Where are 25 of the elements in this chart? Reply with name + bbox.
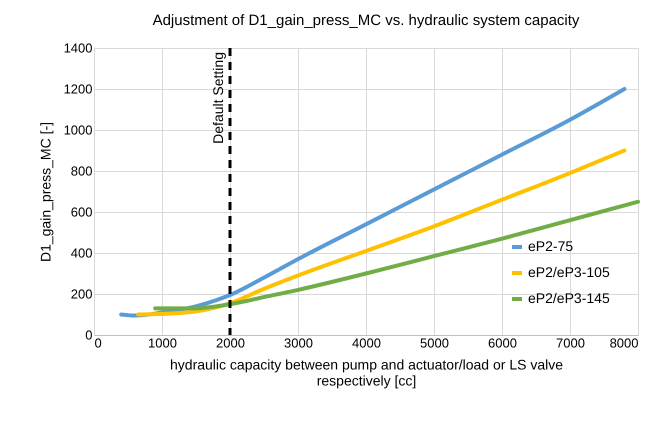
y-tick-label: 600 <box>70 204 92 220</box>
x-tick-label: 1000 <box>148 336 177 350</box>
x-tick-label: 4000 <box>352 336 381 350</box>
x-tick-label: 5000 <box>420 336 449 350</box>
legend-label: eP2/eP3-105 <box>528 264 610 280</box>
y-tick-label: 1000 <box>64 122 92 138</box>
x-tick-label: 3000 <box>284 336 313 350</box>
chart-title: Adjustment of D1_gain_press_MC vs. hydraulic system capacity <box>152 12 580 29</box>
y-tick-label: 400 <box>70 246 92 260</box>
x-tick-label: 8000 <box>610 336 638 350</box>
ref-line-label: Default Setting <box>210 52 226 144</box>
legend-label: eP2-75 <box>528 238 574 254</box>
x-tick-label: 2000 <box>216 336 245 350</box>
x-tick-label: 0 <box>94 336 102 350</box>
line-series <box>136 148 626 316</box>
x-tick-label: 7000 <box>556 336 585 350</box>
y-tick-label: 200 <box>70 286 92 302</box>
line-series <box>153 200 640 310</box>
legend-label: eP2/eP3-145 <box>528 290 610 306</box>
y-tick-label: 1200 <box>64 82 92 96</box>
y-tick-label: 800 <box>70 164 92 178</box>
x-axis-title: hydraulic capacity between pump and actuator/load or LS valve respectively [cc] <box>170 356 564 388</box>
y-tick-label: 1400 <box>64 40 92 56</box>
y-axis-title: D1_gain_press_MC [-] <box>38 122 54 262</box>
x-tick-label: 6000 <box>488 336 517 350</box>
